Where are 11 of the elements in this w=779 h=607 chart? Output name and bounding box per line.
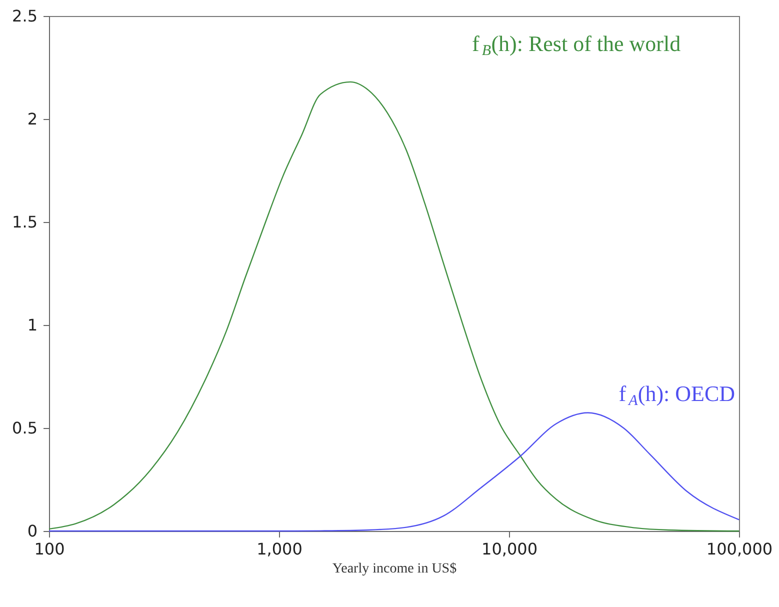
y-tick-label: 1.5 [12,212,38,232]
y-tick-label: 0 [27,522,38,540]
y-tick-label: 0.5 [12,418,38,438]
y-tick-label: 1 [27,316,38,334]
y-tick-label: 2 [27,110,38,128]
x-tick-label: 1,000 [256,540,302,558]
x-tick-label: 100,000 [706,540,773,558]
x-tick-label: 10,000 [482,540,538,558]
x-axis-title: Yearly income in US$ [332,562,457,576]
y-tick-label: 2.5 [12,6,38,26]
x-tick-label: 100 [34,540,65,558]
